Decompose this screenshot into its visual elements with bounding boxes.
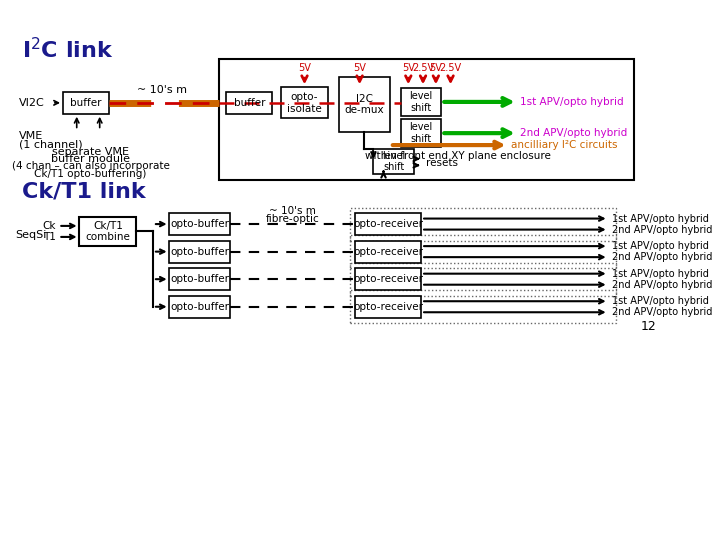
- Text: buffer: buffer: [234, 98, 265, 108]
- Text: fibre-optic: fibre-optic: [266, 214, 320, 225]
- Text: buffer module: buffer module: [51, 154, 130, 164]
- Text: opto-receiver: opto-receiver: [353, 274, 423, 284]
- Text: 5V: 5V: [429, 63, 442, 73]
- Text: (4 chan – can also incorporate: (4 chan – can also incorporate: [12, 161, 169, 171]
- FancyBboxPatch shape: [355, 296, 421, 318]
- Text: 2nd APV/opto hybrid: 2nd APV/opto hybrid: [521, 128, 628, 138]
- Text: Ck/T1 link: Ck/T1 link: [22, 182, 145, 202]
- Text: opto-receiver: opto-receiver: [353, 219, 423, 229]
- FancyBboxPatch shape: [281, 87, 328, 118]
- Text: 1st APV/opto hybrid: 1st APV/opto hybrid: [612, 213, 709, 224]
- Text: opto-buffer: opto-buffer: [171, 247, 229, 256]
- FancyBboxPatch shape: [169, 241, 230, 262]
- FancyBboxPatch shape: [169, 296, 230, 318]
- FancyBboxPatch shape: [401, 88, 441, 116]
- Text: 1st APV/opto hybrid: 1st APV/opto hybrid: [521, 97, 624, 107]
- Text: resets: resets: [426, 158, 458, 167]
- FancyBboxPatch shape: [219, 59, 634, 180]
- Text: SeqSi: SeqSi: [15, 230, 47, 240]
- FancyBboxPatch shape: [355, 213, 421, 235]
- Text: 5V: 5V: [298, 63, 311, 73]
- Text: 1st APV/opto hybrid: 1st APV/opto hybrid: [612, 269, 709, 279]
- FancyBboxPatch shape: [169, 213, 230, 235]
- Text: opto-receiver: opto-receiver: [353, 247, 423, 256]
- Text: opto-buffer: opto-buffer: [171, 302, 229, 312]
- Text: 2nd APV/opto hybrid: 2nd APV/opto hybrid: [612, 280, 713, 289]
- Text: Ck/T1 opto-buffering): Ck/T1 opto-buffering): [35, 168, 147, 179]
- Text: ancilliary I²C circuits: ancilliary I²C circuits: [511, 140, 618, 150]
- Text: opto-buffer: opto-buffer: [171, 219, 229, 229]
- Text: 1st APV/opto hybrid: 1st APV/opto hybrid: [612, 296, 709, 306]
- Text: I2C
de-mux: I2C de-mux: [344, 94, 384, 116]
- FancyBboxPatch shape: [169, 268, 230, 290]
- Text: within front end XY plane enclosure: within front end XY plane enclosure: [365, 151, 551, 161]
- Text: VME: VME: [19, 131, 43, 141]
- Text: 2.5V: 2.5V: [439, 63, 462, 73]
- Text: (1 channel): (1 channel): [19, 139, 83, 149]
- Text: buffer: buffer: [70, 98, 102, 108]
- Text: level
shift: level shift: [410, 123, 433, 144]
- FancyBboxPatch shape: [355, 268, 421, 290]
- Text: Ck: Ck: [42, 221, 56, 231]
- Text: VI2C: VI2C: [19, 98, 45, 108]
- Text: ~ 10's m: ~ 10's m: [137, 85, 187, 95]
- Text: Ck/T1
combine: Ck/T1 combine: [86, 221, 130, 242]
- FancyBboxPatch shape: [374, 148, 414, 174]
- Text: 12: 12: [641, 320, 657, 333]
- FancyBboxPatch shape: [79, 217, 136, 246]
- Text: ~ 10's m: ~ 10's m: [269, 206, 316, 216]
- Text: I$^2$C link: I$^2$C link: [22, 37, 113, 62]
- Text: opto-receiver: opto-receiver: [353, 302, 423, 312]
- Text: opto-
isolate: opto- isolate: [287, 92, 322, 113]
- Text: separate VME: separate VME: [52, 146, 129, 157]
- FancyBboxPatch shape: [63, 92, 109, 114]
- FancyBboxPatch shape: [227, 92, 272, 114]
- Text: level
shift: level shift: [410, 91, 433, 113]
- Text: T1: T1: [42, 232, 55, 242]
- FancyBboxPatch shape: [338, 77, 390, 132]
- Text: 2nd APV/opto hybrid: 2nd APV/opto hybrid: [612, 225, 713, 234]
- Text: 5V: 5V: [354, 63, 366, 73]
- Text: 1st APV/opto hybrid: 1st APV/opto hybrid: [612, 241, 709, 251]
- Text: 2nd APV/opto hybrid: 2nd APV/opto hybrid: [612, 307, 713, 318]
- FancyBboxPatch shape: [401, 119, 441, 147]
- Text: opto-buffer: opto-buffer: [171, 274, 229, 284]
- Text: 2nd APV/opto hybrid: 2nd APV/opto hybrid: [612, 252, 713, 262]
- Text: 5V: 5V: [402, 63, 415, 73]
- Text: level
shift: level shift: [382, 151, 405, 172]
- FancyBboxPatch shape: [355, 241, 421, 262]
- Text: 2.5V: 2.5V: [412, 63, 434, 73]
